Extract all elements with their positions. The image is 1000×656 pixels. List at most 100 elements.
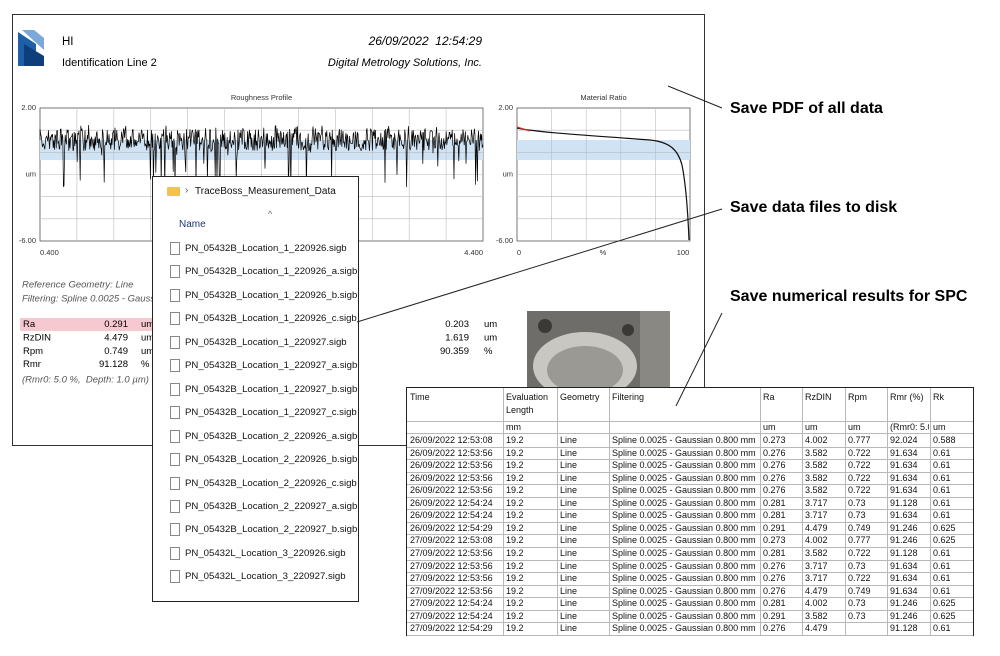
file-name[interactable]: PN_05432B_Location_2_220927_a.sigb bbox=[185, 500, 358, 512]
data-cell: 26/09/2022 12:53:56 bbox=[410, 447, 493, 458]
row-border bbox=[407, 609, 973, 611]
data-cell: 26/09/2022 12:53:08 bbox=[410, 435, 493, 445]
data-cell: 19.2 bbox=[506, 573, 524, 584]
data-cell: 19.2 bbox=[506, 585, 524, 596]
data-cell: Line bbox=[560, 547, 578, 558]
data-cell: 0.281 bbox=[763, 598, 786, 609]
data-cell: 0.625 bbox=[933, 610, 956, 621]
data-cell: 27/09/2022 12:54:24 bbox=[410, 610, 493, 621]
data-cell: 19.2 bbox=[506, 522, 524, 533]
part-photo-hole bbox=[538, 319, 552, 333]
data-cell: 0.61 bbox=[933, 460, 951, 471]
file-name[interactable]: PN_05432L_Location_3_220927.sigb bbox=[185, 571, 346, 583]
data-cell: 3.582 bbox=[805, 460, 828, 471]
file-name[interactable]: PN_05432B_Location_2_220926_b.sigb bbox=[185, 454, 358, 466]
tolerance-band bbox=[517, 140, 690, 160]
breadcrumb-arrow: › bbox=[185, 185, 189, 196]
data-cell: 0.73 bbox=[848, 510, 866, 521]
row-border bbox=[407, 484, 973, 486]
data-cell: 0.276 bbox=[763, 485, 786, 496]
data-cell: 0.281 bbox=[763, 497, 786, 508]
data-cell: 27/09/2022 12:53:56 bbox=[410, 560, 493, 571]
data-cell: 0.61 bbox=[933, 547, 951, 558]
x-label: 0 bbox=[517, 248, 521, 257]
file-icon bbox=[170, 335, 180, 349]
file-name[interactable]: PN_05432B_Location_1_220927_c.sigb bbox=[185, 407, 357, 419]
company: Digital Metrology Solutions, Inc. bbox=[328, 57, 482, 69]
file-name[interactable]: PN_05432B_Location_2_220926_a.sigb bbox=[185, 430, 358, 442]
x-label: 4.400 bbox=[464, 248, 483, 257]
data-cell: 26/09/2022 12:54:24 bbox=[410, 510, 493, 521]
data-cell: 0.73 bbox=[848, 598, 866, 609]
file-name[interactable]: PN_05432B_Location_1_220926_a.sigb bbox=[185, 266, 358, 278]
footnote: (Rmr0: 5.0 %, Depth: 1.0 µm) bbox=[22, 375, 149, 386]
file-name[interactable]: PN_05432B_Location_2_220927_b.sigb bbox=[185, 524, 358, 536]
file-name[interactable]: PN_05432B_Location_1_220927.sigb bbox=[185, 336, 347, 348]
column-header[interactable]: Name bbox=[179, 219, 206, 230]
data-cell: Spline 0.0025 - Gaussian 0.800 mm bbox=[612, 435, 756, 445]
row-border bbox=[407, 446, 973, 448]
data-cell: 0.588 bbox=[933, 435, 956, 445]
data-cell: 91.634 bbox=[890, 573, 918, 584]
result-value: 91.128 bbox=[99, 359, 128, 370]
y-label: -6.00 bbox=[19, 236, 36, 245]
data-cell: 0.61 bbox=[933, 447, 951, 458]
data-cell: Line bbox=[560, 510, 578, 521]
data-cell: Line bbox=[560, 623, 578, 634]
data-cell: 91.246 bbox=[890, 598, 918, 609]
data-cell: 19.2 bbox=[506, 460, 524, 471]
unit-cell: um bbox=[763, 422, 776, 432]
file-name[interactable]: PN_05432B_Location_1_220926_b.sigb bbox=[185, 289, 358, 301]
data-cell: 19.2 bbox=[506, 610, 524, 621]
file-name[interactable]: PN_05432B_Location_1_220926_c.sigb bbox=[185, 313, 357, 325]
cell-border bbox=[760, 388, 761, 635]
part-photo-bore bbox=[547, 346, 623, 394]
unit-cell: (Rmr0: 5.0 bbox=[890, 422, 929, 432]
data-cell: 91.128 bbox=[890, 497, 918, 508]
data-cell: 0.777 bbox=[848, 535, 871, 546]
result-value: 0.749 bbox=[104, 346, 128, 357]
data-cell: 0.61 bbox=[933, 472, 951, 483]
profile-trace bbox=[39, 124, 484, 190]
data-cell: 27/09/2022 12:53:56 bbox=[410, 547, 493, 558]
column-header: RzDIN bbox=[805, 392, 832, 402]
y-label: -6.00 bbox=[496, 236, 513, 245]
result-unit: um bbox=[141, 332, 154, 343]
file-name[interactable]: PN_05432L_Location_3_220926.sigb bbox=[185, 547, 346, 559]
result-unit: % bbox=[484, 346, 493, 357]
row-border bbox=[407, 496, 973, 498]
data-cell: 0.73 bbox=[848, 560, 866, 571]
row-border bbox=[407, 459, 973, 461]
y-label: 2.00 bbox=[21, 103, 36, 112]
highlight-row bbox=[20, 318, 160, 331]
part-photo-hole bbox=[622, 324, 634, 336]
part-photo-edge bbox=[640, 311, 670, 392]
data-cell: 3.717 bbox=[805, 560, 828, 571]
file-name[interactable]: PN_05432B_Location_1_220926.sigb bbox=[185, 243, 347, 254]
data-cell: 27/09/2022 12:53:08 bbox=[410, 535, 493, 546]
file-name[interactable]: PN_05432B_Location_2_220926_c.sigb bbox=[185, 477, 357, 489]
data-cell: Spline 0.0025 - Gaussian 0.800 mm bbox=[612, 560, 756, 571]
file-icon bbox=[170, 499, 180, 513]
result-name: Rmr bbox=[23, 359, 41, 370]
data-cell: Spline 0.0025 - Gaussian 0.800 mm bbox=[612, 585, 756, 596]
data-cell: 0.276 bbox=[763, 623, 786, 634]
data-cell: 19.2 bbox=[506, 447, 524, 458]
result-value: 4.479 bbox=[104, 332, 128, 343]
column-header: Rpm bbox=[848, 392, 868, 402]
material-ratio-curve bbox=[516, 127, 690, 241]
file-name[interactable]: PN_05432B_Location_1_220927_a.sigb bbox=[185, 360, 358, 372]
data-cell: 91.128 bbox=[890, 547, 918, 558]
file-name[interactable]: PN_05432B_Location_1_220927_b.sigb bbox=[185, 383, 358, 395]
data-cell: 19.2 bbox=[506, 560, 524, 571]
data-cell: 0.276 bbox=[763, 560, 786, 571]
data-cell: Line bbox=[560, 472, 578, 483]
result-unit: % bbox=[141, 359, 150, 370]
file-icon bbox=[170, 265, 180, 279]
file-icon bbox=[170, 429, 180, 443]
file-icon bbox=[170, 406, 180, 420]
data-cell: Spline 0.0025 - Gaussian 0.800 mm bbox=[612, 472, 756, 483]
file-icon bbox=[170, 476, 180, 490]
data-cell: Spline 0.0025 - Gaussian 0.800 mm bbox=[612, 497, 756, 508]
unit-cell: mm bbox=[506, 422, 521, 432]
